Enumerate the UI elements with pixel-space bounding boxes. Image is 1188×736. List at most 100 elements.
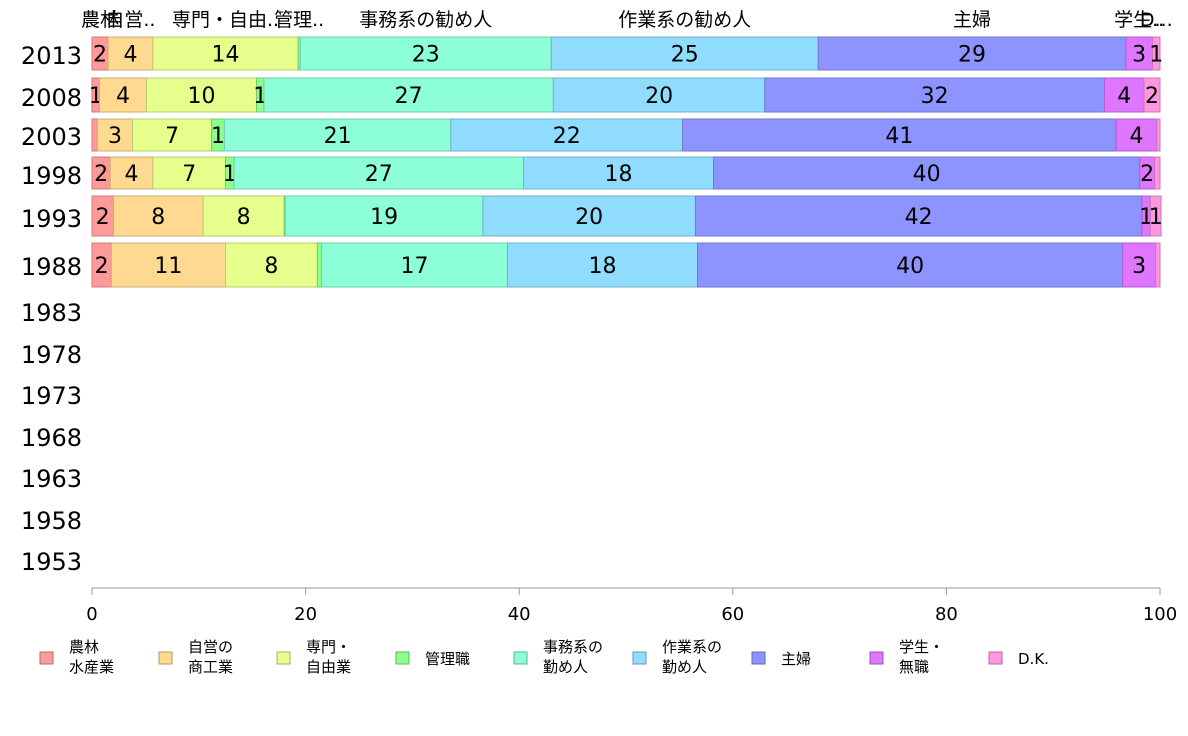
bar-1993-series-9 [1149, 195, 1162, 237]
legend-swatch-1 [39, 651, 54, 665]
data-label-2003-series-7: 41 [885, 124, 913, 149]
data-label-1998-series-7: 40 [913, 162, 941, 187]
legend-item-6: 作業系の勤め人 [632, 638, 722, 676]
top-label-8: 学生.. [1114, 9, 1164, 31]
data-label-2013-series-6: 25 [671, 43, 699, 68]
year-label-1983: 1983 [21, 299, 82, 327]
year-label-2008: 2008 [21, 84, 82, 112]
legend-label-4: 管理職 [425, 650, 470, 668]
data-label-2013-series-2: 4 [123, 43, 137, 68]
data-label-2013-series-7: 29 [958, 43, 986, 68]
bar-2013-series-8 [1125, 36, 1154, 71]
bar-1993-series-7 [694, 195, 1143, 237]
bars: 2 4 14 23 25 29 3 11 4 10 1 27 20 32 4 23 7 1 21 22 41 42 4 7 1 2… [89, 36, 1163, 288]
data-label-2003-series-4: 1 [211, 124, 225, 149]
bar-1988-series-3 [225, 242, 318, 288]
bar-1988-series-4 [316, 242, 323, 288]
bar-2003-series-6 [450, 118, 684, 152]
legend-label-7: 主婦 [781, 650, 811, 668]
data-label-1998-series-2: 4 [125, 162, 139, 187]
legend-swatch-8 [869, 651, 884, 665]
year-label-1963: 1963 [21, 465, 82, 493]
data-label-2013-series-9: 1 [1149, 43, 1163, 68]
legend-swatch-6 [632, 651, 647, 665]
x-tick-label-40: 40 [508, 604, 531, 625]
legend-item-1: 農林水産業 [39, 638, 114, 676]
bar-2013-series-9 [1152, 36, 1161, 71]
data-label-2003-series-6: 22 [553, 124, 581, 149]
data-label-1998-series-4: 1 [223, 162, 237, 187]
top-label-4: 管理.. [274, 9, 324, 31]
data-label-1993-series-2: 8 [151, 205, 165, 230]
data-label-2008-series-3: 10 [187, 84, 215, 109]
year-label-1968: 1968 [21, 424, 82, 452]
data-label-1998-series-5: 27 [365, 162, 393, 187]
bar-1998-series-3 [152, 156, 227, 190]
bar-2003-series-9 [1156, 118, 1161, 152]
bar-2008-series-8 [1103, 77, 1145, 113]
year-label-1988: 1988 [21, 253, 82, 281]
data-label-1993-series-5: 19 [370, 205, 398, 230]
data-label-2008-series-8: 4 [1117, 84, 1131, 109]
bar-2008-series-6 [552, 77, 766, 113]
data-label-1993-series-7: 42 [905, 205, 933, 230]
legend: 農林水産業 自営の商工業 専門・自由業 管理職 事務系の勤め人 作業系の勤め人 主婦 学生・無… [39, 638, 1049, 676]
x-tick-label-100: 100 [1143, 604, 1177, 625]
data-label-1988-series-2: 11 [154, 254, 182, 279]
year-axis-labels: 2013 2008 2003 1998 1993 1988 1983 1978 1973 1968… [21, 42, 82, 576]
x-tick-label-20: 20 [294, 604, 317, 625]
legend-swatch-4 [395, 651, 410, 665]
bar-2008-series-5 [263, 77, 554, 113]
data-label-1988-series-7: 40 [896, 254, 924, 279]
data-label-2008-series-7: 32 [921, 84, 949, 109]
data-label-1993-series-1: 2 [96, 205, 110, 230]
legend-swatch-2 [158, 651, 173, 665]
year-label-1978: 1978 [21, 341, 82, 369]
bar-2008-series-9 [1143, 77, 1161, 113]
legend-label-3: 専門・自由業 [306, 638, 351, 676]
legend-swatch-9 [988, 651, 1003, 665]
bar-2003-series-1 [91, 118, 98, 152]
data-label-2008-series-6: 20 [645, 84, 673, 109]
legend-item-3: 専門・自由業 [276, 638, 351, 676]
x-tick-label-60: 60 [721, 604, 744, 625]
top-label-6: 作業系の勧め人 [618, 9, 751, 31]
year-label-2003: 2003 [21, 123, 82, 151]
data-label-1993-series-8: 1 [1139, 205, 1153, 230]
data-label-2013-series-1: 2 [93, 43, 107, 68]
data-label-2003-series-2: 3 [108, 124, 122, 149]
bar-1993-series-6 [482, 195, 696, 237]
legend-item-7: 主婦 [751, 650, 811, 668]
data-label-1993-series-3: 8 [237, 205, 251, 230]
top-label-9: D... [1140, 9, 1173, 31]
x-axis: 0 20 40 60 80 100 [86, 587, 1177, 625]
year-label-1958: 1958 [21, 507, 82, 535]
bar-1998-series-9 [1154, 156, 1161, 190]
legend-item-4: 管理職 [395, 650, 470, 668]
bar-2013-series-2 [107, 36, 154, 71]
bar-1998-series-2 [109, 156, 154, 190]
data-label-1988-series-3: 8 [264, 254, 278, 279]
data-label-1988-series-8: 3 [1132, 254, 1146, 279]
legend-swatch-3 [276, 651, 291, 665]
bar-2003-series-3 [132, 118, 213, 152]
top-label-7: 主婦 [953, 9, 991, 31]
bar-1998-series-5 [233, 156, 524, 190]
legend-label-9: D.K. [1018, 650, 1049, 668]
data-label-2008-series-2: 4 [116, 84, 130, 109]
data-label-1988-series-6: 18 [589, 254, 617, 279]
legend-item-5: 事務系の勤め人 [513, 638, 603, 676]
data-label-2008-series-5: 27 [395, 84, 423, 109]
data-label-1998-series-1: 2 [94, 162, 108, 187]
legend-swatch-5 [513, 651, 528, 665]
legend-item-2: 自営の商工業 [158, 638, 233, 676]
year-label-1998: 1998 [21, 162, 82, 190]
bar-2013-series-3 [152, 36, 299, 71]
data-label-2003-series-3: 7 [165, 124, 179, 149]
x-tick-label-80: 80 [935, 604, 958, 625]
bar-1988-series-9 [1155, 242, 1161, 288]
data-label-2013-series-8: 3 [1132, 43, 1146, 68]
legend-label-6: 作業系の勤め人 [662, 638, 722, 676]
legend-swatch-7 [751, 651, 766, 665]
top-label-2: 自営.. [105, 9, 155, 31]
